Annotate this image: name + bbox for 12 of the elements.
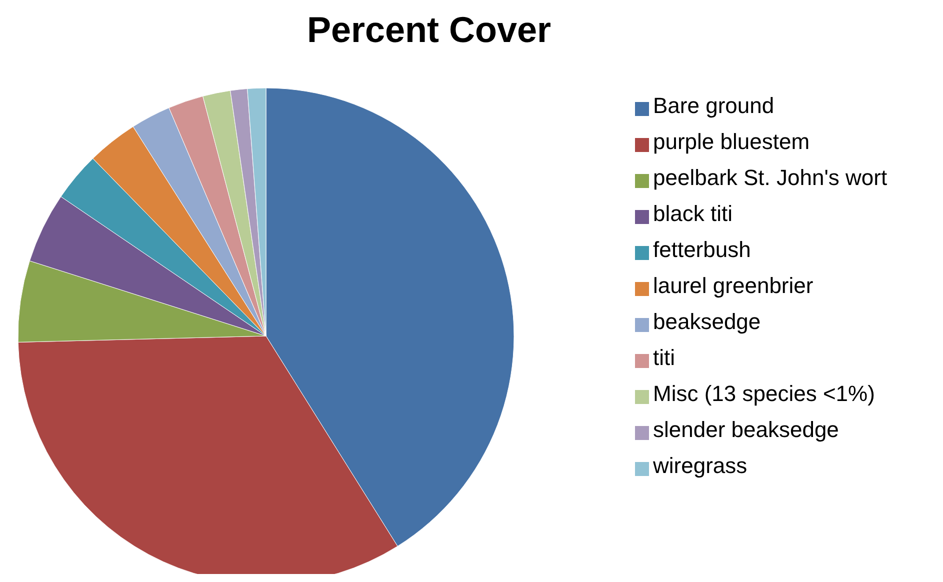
legend-label: Misc (13 species <1%) bbox=[653, 381, 875, 406]
legend-label: wiregrass bbox=[653, 453, 748, 478]
legend-label: titi bbox=[653, 345, 675, 370]
legend-label: beaksedge bbox=[653, 309, 761, 334]
legend-label: slender beaksedge bbox=[653, 417, 839, 442]
legend-label: purple bluestem bbox=[653, 129, 810, 154]
legend-label: peelbark St. John's wort bbox=[653, 165, 888, 190]
legend-label: Bare ground bbox=[653, 93, 774, 118]
legend-label: fetterbush bbox=[653, 237, 751, 262]
legend-label: laurel greenbrier bbox=[653, 273, 814, 298]
legend-label: black titi bbox=[653, 201, 732, 226]
chart-title: Percent Cover bbox=[306, 8, 552, 52]
